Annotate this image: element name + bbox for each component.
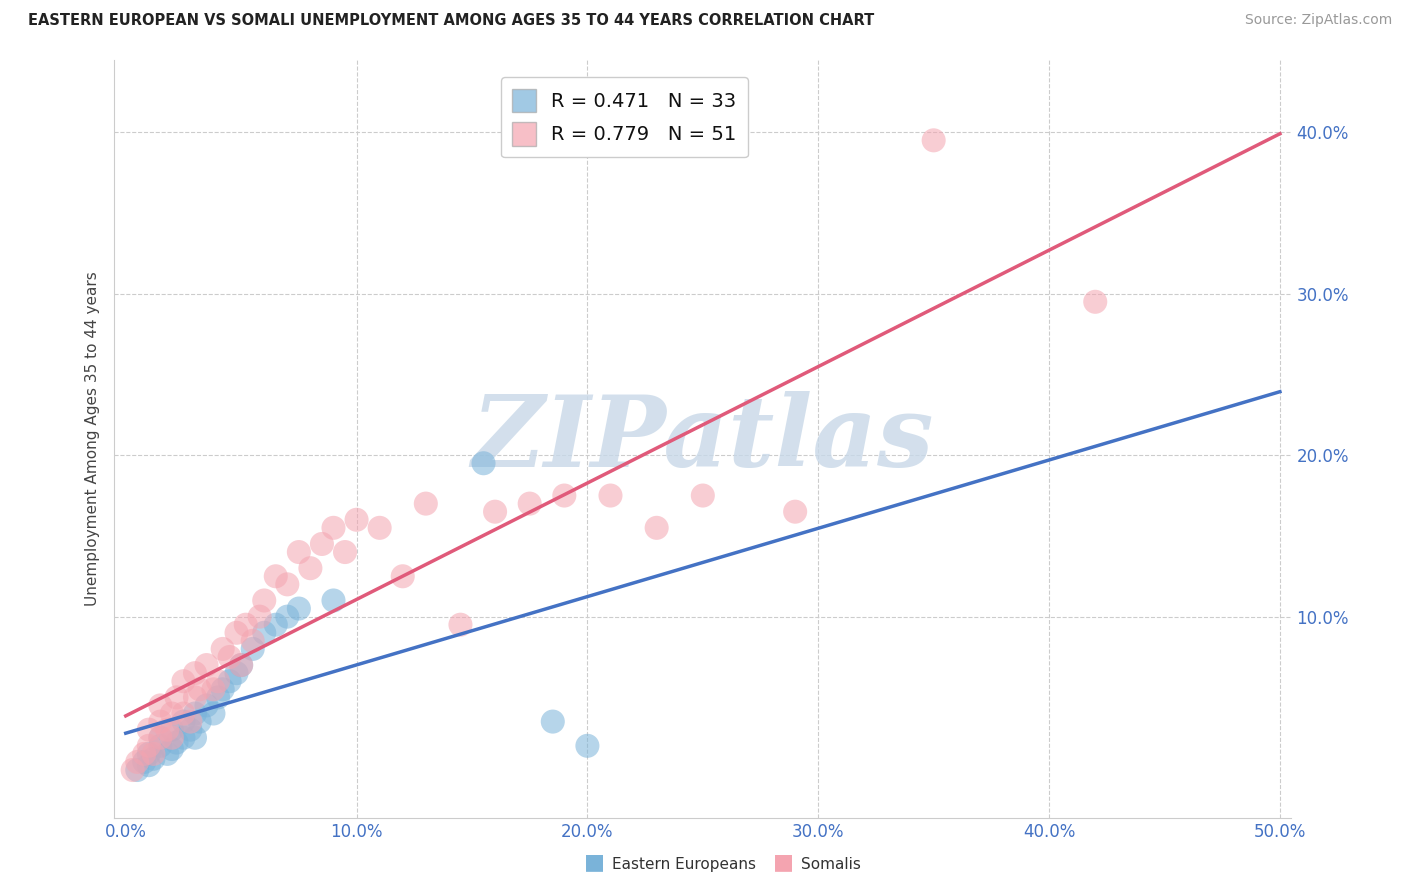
Point (311, 537, 333, 551)
Point (211, 641, 233, 656)
Point (368, 521, 391, 535)
Text: Somalis: Somalis (801, 857, 862, 872)
Point (207, 690, 229, 705)
Point (231, 658, 253, 673)
Point (138, 723, 160, 737)
Text: Source: ZipAtlas.com: Source: ZipAtlas.com (1244, 13, 1392, 28)
Point (172, 674, 194, 689)
Point (149, 714, 172, 729)
Point (160, 723, 183, 737)
Point (160, 706, 183, 721)
Point (322, 593, 344, 607)
Text: ■: ■ (583, 853, 605, 872)
Point (195, 698, 218, 713)
Point (195, 658, 218, 673)
Point (188, 682, 211, 697)
Point (449, 617, 471, 632)
Point (149, 698, 172, 713)
Point (692, 489, 714, 503)
Point (184, 666, 207, 681)
Point (184, 731, 207, 745)
Point (172, 706, 194, 721)
Point (184, 690, 207, 705)
Point (160, 731, 183, 745)
Point (166, 735, 188, 749)
Point (179, 714, 201, 729)
Point (253, 593, 276, 607)
Point (134, 755, 156, 769)
Point (922, 133, 945, 147)
Point (166, 690, 188, 705)
Point (134, 747, 156, 761)
Point (231, 658, 253, 673)
Point (188, 714, 211, 729)
Point (202, 682, 225, 697)
Point (288, 601, 311, 615)
Point (346, 513, 368, 527)
Point (218, 674, 240, 689)
Point (160, 742, 183, 756)
Point (253, 625, 276, 640)
Point (264, 569, 287, 583)
Point (225, 666, 247, 681)
Point (156, 747, 179, 761)
Text: ■: ■ (773, 853, 794, 872)
Point (142, 747, 165, 761)
Point (249, 609, 271, 624)
Point (218, 650, 240, 665)
Point (149, 731, 172, 745)
Point (138, 758, 160, 772)
Point (276, 609, 298, 624)
Point (149, 739, 172, 753)
Point (149, 731, 172, 745)
Point (202, 706, 225, 721)
Point (1084, 294, 1107, 309)
Point (207, 674, 229, 689)
Point (541, 714, 564, 729)
Text: ZIPatlas: ZIPatlas (471, 391, 934, 487)
Point (288, 545, 311, 559)
Point (138, 747, 160, 761)
Point (242, 633, 264, 648)
Point (172, 731, 194, 745)
Point (127, 763, 149, 777)
Point (235, 617, 257, 632)
Point (333, 545, 356, 559)
Point (472, 456, 495, 470)
Text: EASTERN EUROPEAN VS SOMALI UNEMPLOYMENT AMONG AGES 35 TO 44 YEARS CORRELATION CH: EASTERN EUROPEAN VS SOMALI UNEMPLOYMENT … (28, 13, 875, 29)
Point (225, 625, 247, 640)
Point (276, 577, 298, 591)
Point (484, 505, 506, 519)
Point (264, 617, 287, 632)
Point (553, 489, 575, 503)
Point (519, 497, 541, 511)
Point (121, 763, 143, 777)
Point (576, 739, 599, 753)
Point (599, 489, 621, 503)
Point (242, 641, 264, 656)
Point (138, 739, 160, 753)
Point (211, 682, 233, 697)
Point (127, 755, 149, 769)
Point (322, 521, 344, 535)
Text: Eastern Europeans: Eastern Europeans (612, 857, 755, 872)
Point (179, 723, 201, 737)
Point (391, 569, 413, 583)
Point (645, 521, 668, 535)
Point (142, 752, 165, 766)
Point (299, 561, 322, 575)
Point (184, 706, 207, 721)
Y-axis label: Unemployment Among Ages 35 to 44 years: Unemployment Among Ages 35 to 44 years (86, 272, 100, 607)
Point (415, 497, 437, 511)
Point (785, 505, 807, 519)
Point (156, 723, 179, 737)
Point (172, 714, 194, 729)
Legend: R = 0.471   N = 33, R = 0.779   N = 51: R = 0.471 N = 33, R = 0.779 N = 51 (501, 77, 748, 157)
